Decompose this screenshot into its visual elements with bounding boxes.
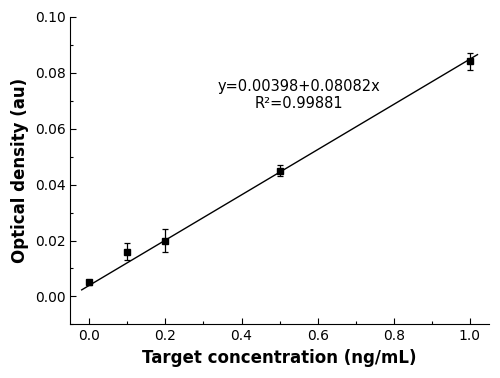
Text: y=0.00398+0.08082x
R²=0.99881: y=0.00398+0.08082x R²=0.99881 (217, 79, 380, 111)
Y-axis label: Optical density (au): Optical density (au) (11, 78, 29, 263)
X-axis label: Target concentration (ng/mL): Target concentration (ng/mL) (142, 349, 417, 367)
